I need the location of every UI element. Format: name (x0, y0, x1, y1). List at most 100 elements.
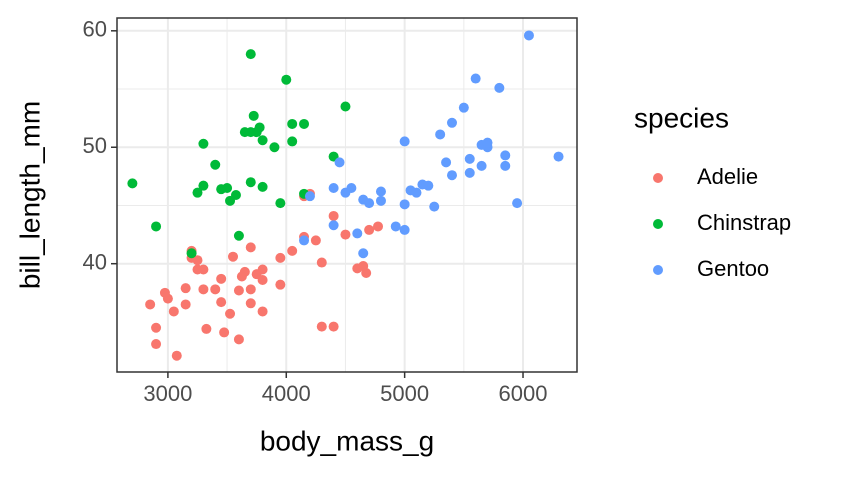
point (399, 224, 410, 235)
point (299, 235, 310, 246)
point (257, 275, 268, 286)
point (230, 190, 241, 200)
point (328, 321, 339, 332)
x-axis-title: body_mass_g (260, 425, 434, 456)
legend-label: Gentoo (697, 256, 769, 281)
point (340, 229, 351, 240)
point (287, 245, 298, 256)
point (299, 118, 310, 129)
y-tick-label: 60 (83, 17, 107, 42)
y-axis-title: bill_length_mm (14, 101, 45, 289)
point (352, 263, 363, 274)
point (446, 170, 457, 181)
point (287, 118, 298, 129)
point (245, 177, 256, 188)
x-tick-label: 6000 (499, 381, 548, 406)
point (233, 230, 244, 241)
point (216, 297, 227, 308)
point (257, 306, 268, 317)
point (316, 257, 327, 268)
point (275, 252, 286, 263)
point (248, 110, 259, 121)
point (245, 284, 256, 295)
point (245, 298, 256, 309)
legend-marker (653, 265, 663, 275)
point (151, 322, 162, 333)
point (151, 221, 162, 232)
point (435, 129, 446, 140)
point (145, 299, 156, 310)
legend-label: Chinstrap (697, 210, 791, 235)
point (417, 179, 428, 190)
point (334, 157, 345, 168)
point (257, 264, 268, 275)
point (257, 135, 268, 146)
point (210, 284, 221, 295)
point (287, 136, 298, 147)
point (201, 323, 212, 334)
point (500, 160, 511, 171)
point (310, 235, 321, 246)
point (198, 180, 209, 191)
point (275, 279, 286, 290)
legend-title: species (634, 102, 729, 133)
point (458, 102, 469, 113)
point (523, 30, 534, 41)
point (257, 181, 268, 192)
point (159, 287, 170, 298)
point (470, 73, 481, 84)
point (210, 159, 221, 170)
point (441, 157, 452, 168)
point (364, 224, 375, 235)
point (328, 183, 339, 194)
point (254, 122, 265, 133)
point (216, 184, 227, 195)
point (171, 350, 182, 361)
point (399, 136, 410, 147)
point (500, 150, 511, 161)
point (198, 284, 209, 295)
point (340, 101, 351, 112)
point (304, 191, 315, 202)
point (399, 199, 410, 210)
y-tick-label: 50 (83, 133, 107, 158)
point (476, 160, 487, 171)
point (151, 339, 162, 350)
point (429, 201, 440, 212)
point (127, 178, 138, 189)
y-tick-label: 40 (83, 250, 107, 275)
point (168, 306, 179, 317)
plot-border (116, 17, 578, 373)
point (390, 221, 401, 232)
point (245, 127, 256, 138)
point (198, 138, 209, 149)
point (275, 198, 286, 209)
point (512, 198, 523, 209)
x-tick-label: 4000 (262, 381, 311, 406)
point (364, 198, 375, 209)
point (216, 273, 227, 284)
x-tick-label: 5000 (380, 381, 429, 406)
point (180, 299, 191, 310)
point (316, 321, 327, 332)
legend-label: Adelie (697, 164, 758, 189)
point (219, 327, 230, 338)
x-tick-label: 3000 (143, 381, 192, 406)
legend-marker (653, 219, 663, 229)
point (373, 221, 384, 232)
point (375, 186, 386, 197)
point (192, 187, 203, 198)
point (464, 153, 475, 164)
point (225, 308, 236, 319)
legend-marker (653, 173, 663, 183)
point (281, 74, 292, 85)
point (198, 264, 209, 275)
point (180, 283, 191, 294)
point (245, 242, 256, 253)
point (186, 248, 197, 259)
point (328, 210, 339, 221)
point (358, 248, 369, 259)
point (352, 228, 363, 239)
